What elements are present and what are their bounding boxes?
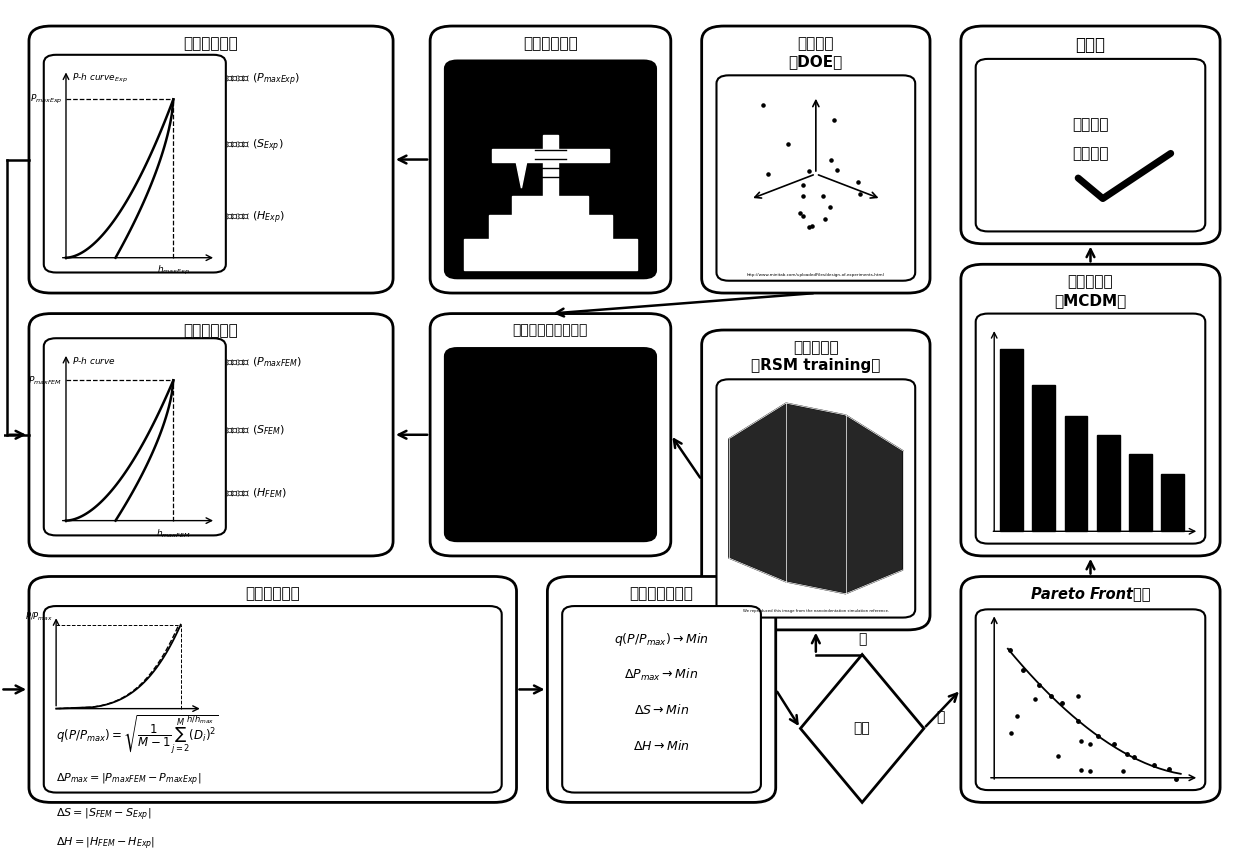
FancyBboxPatch shape	[976, 609, 1205, 790]
Polygon shape	[729, 403, 903, 594]
FancyBboxPatch shape	[702, 330, 930, 630]
Text: 纳米压痕实验: 纳米压痕实验	[523, 36, 578, 51]
Text: 是: 是	[936, 711, 945, 724]
FancyBboxPatch shape	[717, 76, 915, 281]
Text: $\Delta H=|H_{FEM} - H_{Exp}|$: $\Delta H=|H_{FEM} - H_{Exp}|$	[56, 836, 155, 851]
Text: $q(P/P_{max}) \rightarrow Min$: $q(P/P_{max}) \rightarrow Min$	[614, 631, 709, 648]
FancyBboxPatch shape	[43, 54, 226, 272]
Text: 最大载荷 ($P_{maxExp}$): 最大载荷 ($P_{maxExp}$)	[226, 71, 300, 88]
Text: $h_{maxFEM}$: $h_{maxFEM}$	[156, 527, 191, 540]
Text: $\Delta S \rightarrow Min$: $\Delta S \rightarrow Min$	[634, 704, 689, 717]
FancyBboxPatch shape	[430, 26, 671, 293]
Text: 接触硬度 ($H_{Exp}$): 接触硬度 ($H_{Exp}$)	[226, 210, 284, 226]
Text: $q(P/P_{max}) = \sqrt{\dfrac{1}{M-1}\sum_{j=2}^{M}(D_i)^2}$: $q(P/P_{max}) = \sqrt{\dfrac{1}{M-1}\sum…	[56, 714, 219, 757]
Bar	[1096, 435, 1120, 531]
FancyBboxPatch shape	[29, 313, 393, 556]
Bar	[1161, 474, 1184, 531]
FancyBboxPatch shape	[445, 348, 656, 541]
FancyBboxPatch shape	[961, 576, 1220, 802]
FancyBboxPatch shape	[43, 338, 226, 535]
Bar	[1065, 416, 1087, 531]
Text: $\Delta S=|S_{FEM} - S_{Exp}|$: $\Delta S=|S_{FEM} - S_{Exp}|$	[56, 806, 151, 823]
Bar	[543, 134, 558, 196]
Text: 实验设计
（DOE）: 实验设计 （DOE）	[789, 36, 843, 70]
Bar	[490, 215, 611, 239]
Text: 实验压痕响应: 实验压痕响应	[184, 36, 238, 51]
Bar	[1033, 386, 1055, 531]
FancyBboxPatch shape	[717, 380, 915, 618]
FancyBboxPatch shape	[976, 313, 1205, 544]
FancyBboxPatch shape	[702, 26, 930, 293]
Text: 目标材料: 目标材料	[1073, 117, 1109, 132]
Text: 优化目标设定: 优化目标设定	[246, 586, 300, 602]
Polygon shape	[516, 162, 527, 188]
Text: $h/h_{max}$: $h/h_{max}$	[186, 713, 213, 726]
Text: 收敛: 收敛	[854, 722, 870, 735]
Text: $P/P_{max}$: $P/P_{max}$	[25, 610, 52, 623]
Text: $h_{maxExp}$: $h_{maxExp}$	[157, 265, 190, 277]
FancyBboxPatch shape	[430, 313, 671, 556]
Text: $P$-$h$ $curve_{Exp}$: $P$-$h$ $curve_{Exp}$	[72, 72, 128, 85]
Text: 接触刚度 ($S_{FEM}$): 接触刚度 ($S_{FEM}$)	[226, 423, 285, 437]
FancyBboxPatch shape	[445, 60, 656, 278]
Bar	[1128, 454, 1152, 531]
Text: 最优解: 最优解	[1075, 36, 1106, 54]
FancyBboxPatch shape	[43, 606, 502, 792]
Bar	[1001, 349, 1023, 531]
FancyBboxPatch shape	[961, 26, 1220, 243]
FancyBboxPatch shape	[547, 576, 776, 802]
Text: http://www.minitab.com/uploadedFiles/design-of-experiments-html: http://www.minitab.com/uploadedFiles/des…	[746, 272, 884, 277]
Text: 最小化优化目标: 最小化优化目标	[630, 586, 693, 602]
Bar	[492, 149, 609, 162]
Text: 本构参数: 本构参数	[1073, 146, 1109, 161]
FancyBboxPatch shape	[976, 59, 1205, 231]
Text: 最大载荷 ($P_{maxFEM}$): 最大载荷 ($P_{maxFEM}$)	[226, 355, 301, 368]
Text: We reproduced this image from the nanoindentation simulation reference.: We reproduced this image from the nanoin…	[743, 609, 889, 614]
Text: $P_{maxExp}$: $P_{maxExp}$	[30, 93, 62, 106]
FancyBboxPatch shape	[29, 26, 393, 293]
Bar	[464, 239, 637, 270]
Text: $P$-$h$ $curve$: $P$-$h$ $curve$	[72, 356, 117, 367]
FancyBboxPatch shape	[562, 606, 761, 792]
Text: 否: 否	[858, 632, 867, 646]
Text: 模拟压痕响应: 模拟压痕响应	[184, 323, 238, 339]
FancyBboxPatch shape	[29, 576, 517, 802]
Text: $\Delta P_{max}=|P_{maxFEM} - P_{maxExp}|$: $\Delta P_{max}=|P_{maxFEM} - P_{maxExp}…	[56, 772, 202, 788]
Text: 接触刚度 ($S_{Exp}$): 接触刚度 ($S_{Exp}$)	[226, 138, 283, 154]
Text: 响应面训练
（RSM training）: 响应面训练 （RSM training）	[751, 340, 880, 374]
Text: $P_{maxFEM}$: $P_{maxFEM}$	[29, 374, 62, 386]
Text: 纳米压痕有限元模拟: 纳米压痕有限元模拟	[513, 323, 588, 338]
Text: 多准则决策
（MCDM）: 多准则决策 （MCDM）	[1054, 274, 1127, 308]
Text: Pareto Front解集: Pareto Front解集	[1030, 586, 1151, 602]
Polygon shape	[801, 654, 924, 802]
FancyBboxPatch shape	[961, 265, 1220, 556]
Text: $\Delta P_{max} \rightarrow Min$: $\Delta P_{max} \rightarrow Min$	[625, 667, 698, 683]
Text: $\Delta H \rightarrow Min$: $\Delta H \rightarrow Min$	[634, 739, 689, 753]
Bar	[512, 196, 589, 215]
Text: 接触硬度 ($H_{FEM}$): 接触硬度 ($H_{FEM}$)	[226, 486, 286, 500]
